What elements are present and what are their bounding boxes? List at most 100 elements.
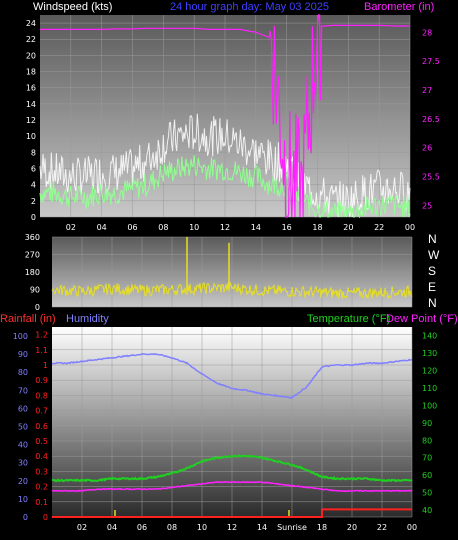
humidity-y-tick-label: 60	[18, 404, 28, 413]
rainfall-y-tick-label: 0.5	[35, 437, 48, 446]
rainfall-y-tick-label: 0.1	[35, 498, 48, 507]
humidity-y-tick-label: 90	[18, 350, 28, 359]
temperature-y-tick-label: 120	[422, 367, 437, 376]
direction-y-tick-label: 360	[25, 233, 40, 242]
temp-x-tick-label: 10	[197, 523, 207, 532]
direction-series-line	[51, 280, 413, 300]
rainfall-y-tick-label: 0	[43, 513, 48, 522]
temp-x-tick-label: 00	[407, 523, 417, 532]
wind-y-tick-label: 18	[26, 68, 36, 77]
temp-x-tick-label: 14	[257, 523, 267, 532]
wind-y-tick-label: 14	[26, 100, 36, 109]
humidity-series-line	[51, 352, 413, 399]
rainfall-y-tick-label: 0.6	[35, 422, 48, 431]
compass-n-bottom: N	[428, 296, 437, 310]
wind-x-tick-label: 16	[282, 223, 292, 232]
humidity-y-tick-label: 40	[18, 441, 28, 450]
humidity-y-tick-label: 100	[13, 332, 28, 341]
barometer-y-tick-label: 25	[422, 201, 432, 210]
humidity-y-tick-label: 50	[18, 423, 28, 432]
temp-x-tick-label: 02	[77, 523, 87, 532]
direction-y-tick-label: 0	[35, 303, 40, 312]
wind-y-tick-label: 20	[26, 51, 36, 60]
dewpoint-title: Dew Point (°F)	[386, 313, 458, 325]
temp-x-tick-label: 18	[317, 523, 327, 532]
temperature-y-tick-label: 100	[422, 401, 437, 410]
wind-x-tick-label: 00	[405, 223, 415, 232]
humidity-y-tick-label: 30	[18, 459, 28, 468]
temp-x-tick-label: 20	[347, 523, 357, 532]
humidity-y-tick-label: 80	[18, 368, 28, 377]
temp-x-tick-label: 06	[137, 523, 147, 532]
rainfall-y-tick-label: 1	[43, 361, 48, 370]
humidity-title: Humidity	[66, 313, 109, 325]
humidity-y-tick-label: 10	[18, 495, 28, 504]
barometer-y-tick-label: 26.5	[422, 115, 440, 124]
barometer-series-line	[40, 14, 410, 218]
temp-x-tick-label: 04	[107, 523, 117, 532]
wind-x-tick-label: 12	[220, 223, 230, 232]
rainfall-y-tick-label: 0.3	[35, 467, 48, 476]
humidity-y-tick-label: 70	[18, 386, 28, 395]
temp-x-tick-label: Sunrise	[277, 523, 307, 532]
wind-x-tick-label: 04	[97, 223, 107, 232]
wind-y-tick-label: 12	[26, 116, 36, 125]
rainfall-y-tick-label: 0.4	[35, 452, 48, 461]
wind-x-tick-label: 08	[158, 223, 168, 232]
temperature-y-tick-label: 40	[422, 506, 432, 515]
temperature-y-tick-label: 80	[422, 436, 432, 445]
wind-y-tick-label: 2	[31, 197, 36, 206]
temp-x-tick-label: 08	[167, 523, 177, 532]
temperature-y-tick-label: 70	[422, 454, 432, 463]
rainfall-y-tick-label: 0.2	[35, 483, 48, 492]
rainfall-y-tick-label: 0.7	[35, 407, 48, 416]
humidity-y-tick-label: 0	[23, 513, 28, 522]
graph-date-title: 24 hour graph day: May 03 2025	[170, 1, 330, 13]
compass-s: S	[428, 264, 437, 278]
temperature-y-tick-label: 90	[422, 419, 432, 428]
wind-y-tick-label: 10	[26, 132, 36, 141]
rainfall-y-tick-label: 0.8	[35, 391, 48, 400]
barometer-y-tick-label: 25.5	[422, 173, 440, 182]
temperature-y-tick-label: 50	[422, 489, 432, 498]
temperature-y-tick-label: 60	[422, 471, 432, 480]
compass-w: W	[428, 248, 440, 262]
barometer-title: Barometer (in)	[364, 1, 435, 13]
wind-y-tick-label: 6	[31, 165, 36, 174]
rainfall-title: Rainfall (in)	[0, 313, 56, 325]
wind-y-tick-label: 4	[31, 181, 36, 190]
rainfall-series-line	[52, 508, 412, 518]
wind-x-tick-label: 20	[343, 223, 353, 232]
wind-y-tick-label: 16	[26, 84, 36, 93]
barometer-y-tick-label: 28	[422, 28, 432, 37]
barometer-y-tick-label: 27.5	[422, 57, 440, 66]
rainfall-y-tick-label: 1.2	[35, 331, 48, 340]
wind-y-tick-label: 8	[31, 148, 36, 157]
windspeed-title: Windspeed (kts)	[33, 1, 113, 13]
direction-y-tick-label: 180	[25, 268, 40, 277]
compass-e: E	[428, 280, 437, 294]
humidity-y-tick-label: 20	[18, 477, 28, 486]
wind-x-tick-label: 18	[312, 223, 322, 232]
direction-y-tick-label: 90	[30, 286, 40, 295]
barometer-y-tick-label: 26	[422, 144, 432, 153]
temperature-y-tick-label: 140	[422, 332, 437, 341]
temperature-y-tick-label: 130	[422, 349, 437, 358]
wind-y-tick-label: 24	[26, 19, 36, 28]
barometer-y-tick-label: 27	[422, 86, 432, 95]
wind-y-tick-label: 0	[31, 213, 36, 222]
wind-x-tick-label: 02	[66, 223, 76, 232]
windspeed-series-line	[39, 155, 411, 219]
rainfall-y-tick-label: 0.9	[35, 376, 48, 385]
dewpoint-series-line	[51, 480, 413, 493]
temperature-title: Temperature (°F)	[307, 313, 391, 325]
rainfall-y-tick-label: 1.1	[35, 346, 48, 355]
wind-x-tick-label: 22	[374, 223, 384, 232]
wind-x-tick-label: 06	[127, 223, 137, 232]
temperature-series-line	[51, 454, 413, 483]
temp-x-tick-label: 22	[377, 523, 387, 532]
temperature-y-tick-label: 110	[422, 384, 437, 393]
compass-n-top: N	[428, 232, 437, 246]
wind-x-tick-label: 14	[251, 223, 261, 232]
